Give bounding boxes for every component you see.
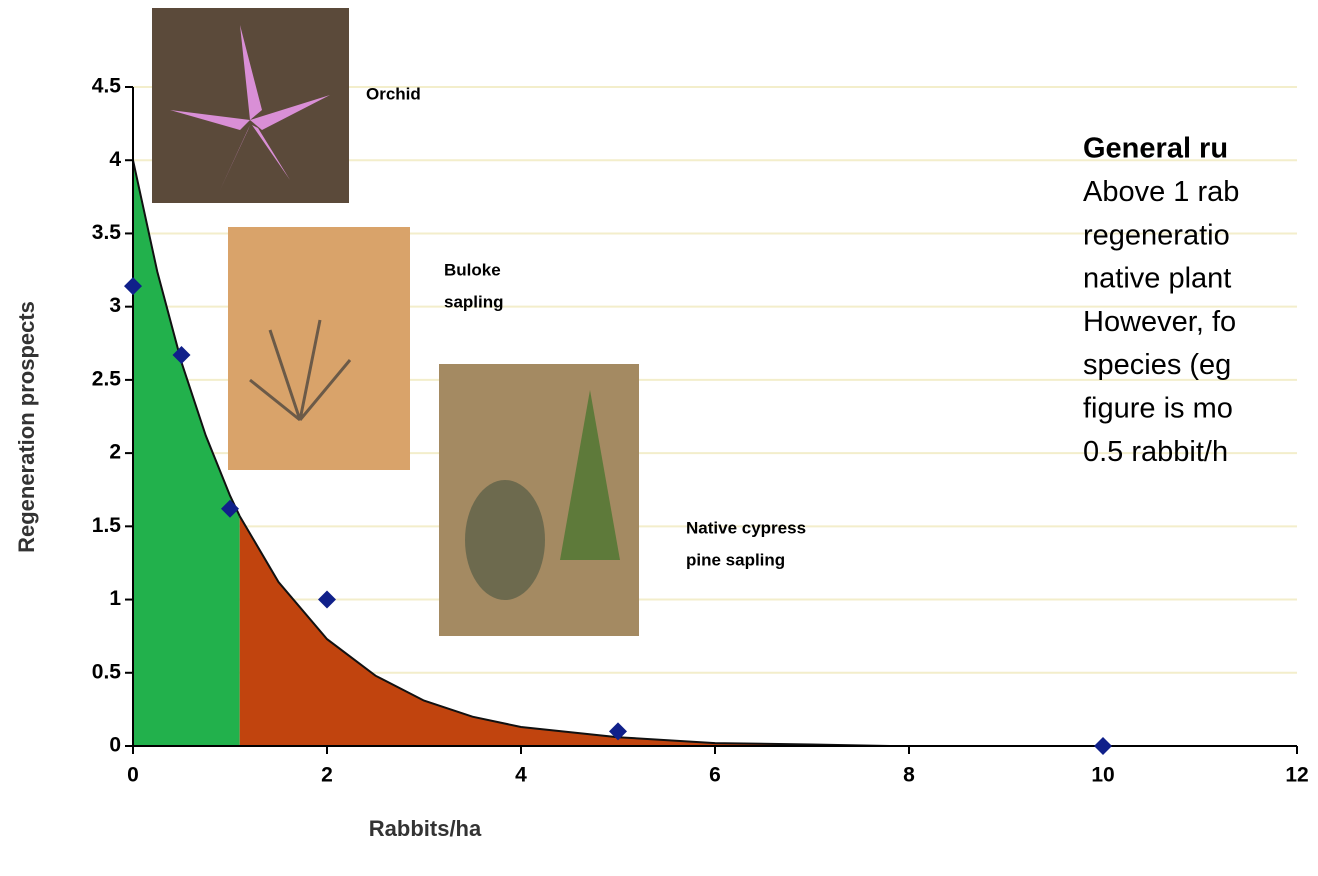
buloke-photo bbox=[228, 227, 410, 470]
y-tick-label: 2 bbox=[109, 441, 121, 464]
y-tick-label: 4.5 bbox=[92, 75, 122, 98]
data-point bbox=[1094, 737, 1112, 755]
note-line: Above 1 rab bbox=[1083, 176, 1239, 208]
x-tick-label: 2 bbox=[321, 764, 333, 787]
annotation: Native cypress bbox=[686, 518, 806, 537]
note-line: species (eg bbox=[1083, 349, 1231, 381]
y-tick-label: 1.5 bbox=[92, 514, 122, 537]
y-tick-label: 1 bbox=[109, 587, 121, 610]
chart: 0 0.5 1 1.5 2 2.5 3 3.5 4 4.5 0 2 4 6 8 10 12 Rabbits/ha R… bbox=[0, 0, 1318, 876]
note-line: figure is mo bbox=[1083, 392, 1233, 424]
x-axis-title: Rabbits/ha bbox=[369, 816, 482, 841]
y-tick-label: 4 bbox=[109, 148, 121, 171]
annotation: Buloke bbox=[444, 260, 501, 279]
x-tick-label: 4 bbox=[515, 764, 527, 787]
x-tick-label: 0 bbox=[127, 764, 139, 787]
data-point bbox=[318, 591, 336, 609]
note-line: However, fo bbox=[1083, 306, 1236, 338]
x-tick-label: 12 bbox=[1285, 764, 1308, 787]
ranger bbox=[465, 480, 545, 600]
annotation: Orchid bbox=[366, 84, 421, 103]
annotation: sapling bbox=[444, 292, 504, 311]
note-line: General ru bbox=[1083, 133, 1228, 165]
note-line: 0.5 rabbit/h bbox=[1083, 436, 1228, 468]
note-line: native plant bbox=[1083, 263, 1231, 295]
x-tick-label: 8 bbox=[903, 764, 915, 787]
y-tick-label: 3.5 bbox=[92, 221, 122, 244]
y-tick-label: 2.5 bbox=[92, 367, 122, 390]
note-line: regeneratio bbox=[1083, 219, 1230, 251]
y-tick-label: 3 bbox=[109, 294, 121, 317]
y-tick-label: 0.5 bbox=[92, 660, 122, 683]
x-tick-label: 10 bbox=[1091, 764, 1114, 787]
y-tick-label: 0 bbox=[109, 734, 121, 757]
y-axis-title: Regeneration prospects bbox=[14, 301, 39, 553]
x-tick-label: 6 bbox=[709, 764, 721, 787]
annotation: pine sapling bbox=[686, 550, 785, 569]
